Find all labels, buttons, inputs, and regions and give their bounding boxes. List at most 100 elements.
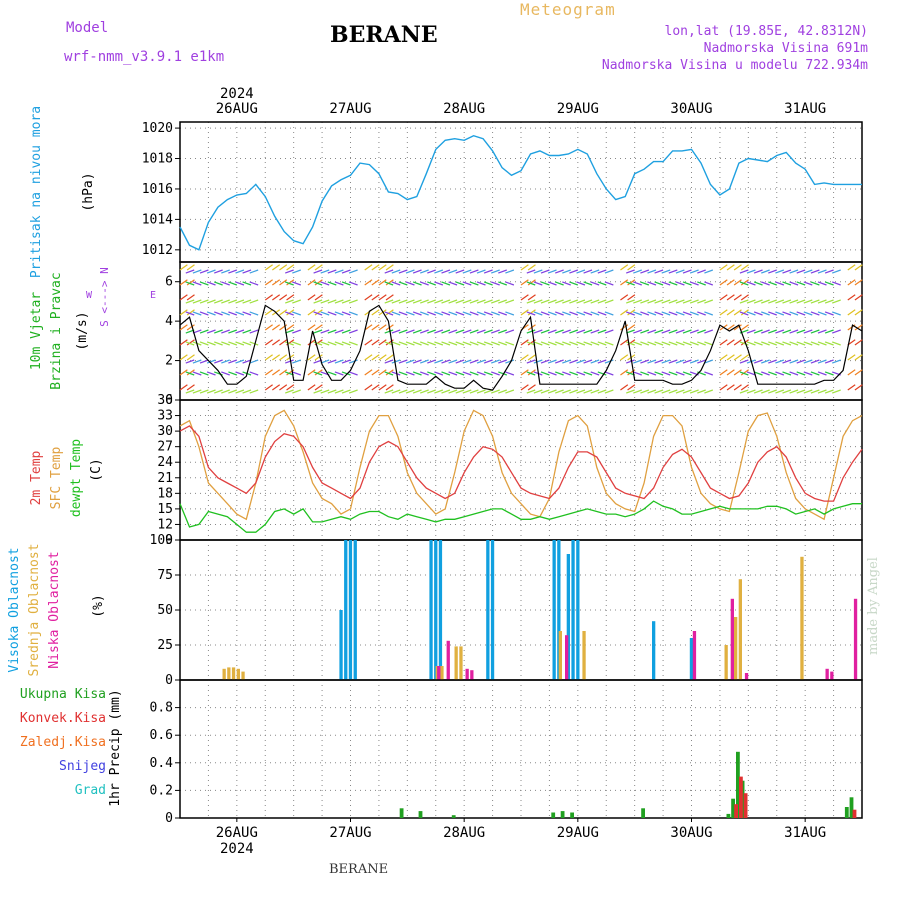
wind-barb [775, 341, 785, 346]
top-day-label: 26AUG [216, 101, 258, 117]
wind-barb [590, 269, 600, 274]
wind-barb [292, 269, 301, 274]
wind-barb [590, 341, 600, 346]
wind-barb [746, 371, 756, 376]
wind-ytick-label: 4 [165, 314, 173, 329]
wind-barb [334, 341, 344, 346]
wind-barb [647, 269, 657, 274]
wind-barb [682, 311, 692, 316]
wind-barb [697, 299, 706, 304]
wind-barb [412, 299, 422, 304]
wind-barb [213, 329, 223, 334]
wind-barb [647, 329, 657, 334]
wind-barb [682, 389, 692, 394]
wind-barb [391, 341, 401, 346]
wind-barb [490, 281, 500, 286]
wind-barb [341, 389, 351, 394]
wind-barb [498, 359, 507, 364]
wind-barb [213, 299, 223, 304]
wind-barb [625, 311, 635, 316]
wind-barb [526, 299, 536, 304]
wind-barb [242, 299, 252, 304]
wind-barb [455, 359, 465, 364]
wind-barb [789, 341, 799, 346]
wind-barb [768, 371, 777, 376]
wind-barb [760, 281, 770, 286]
wind-barb [307, 354, 316, 361]
wind-barb [704, 371, 714, 376]
wind-barb [547, 311, 557, 316]
wind-barb [740, 309, 749, 316]
wind-barb [427, 389, 436, 394]
wind-barb [768, 311, 777, 316]
wind-barb [371, 324, 380, 331]
wind-barb [348, 371, 358, 376]
wind-barb [576, 329, 586, 334]
wind-barb [569, 269, 579, 274]
sfc-temp-line [179, 409, 863, 521]
cloud-bar-2 [470, 670, 474, 680]
wind-barb [675, 299, 685, 304]
wind-barb [562, 359, 571, 364]
wind-barb [682, 329, 692, 334]
wind-barb [242, 341, 252, 346]
wind-barb [441, 389, 451, 394]
wind-barb [824, 359, 834, 364]
wind-barb [739, 341, 749, 346]
wind-compass-e: E [150, 290, 156, 301]
wind-barb [647, 341, 657, 346]
wind-barb [796, 299, 806, 304]
wind-barb [739, 281, 749, 286]
wind-barb [213, 311, 223, 316]
wind-barb [286, 264, 295, 271]
wind-barb [740, 354, 749, 361]
wind-barb [384, 311, 394, 316]
wind-barb [682, 281, 692, 286]
wind-barb [307, 309, 316, 316]
wind-barb [668, 329, 678, 334]
wind-barb [320, 329, 330, 334]
wind-barb [327, 299, 337, 304]
wind-barb [334, 281, 344, 286]
wind-barb [640, 311, 650, 316]
wind-barb [540, 281, 550, 286]
top-day-label: 30AUG [670, 101, 712, 117]
wind-barb [334, 299, 344, 304]
wind-barb [817, 341, 827, 346]
t2m-line [179, 425, 863, 502]
wind-barb [206, 359, 216, 364]
wind-barb [341, 371, 351, 376]
wind-barb [576, 359, 586, 364]
wind-barb [264, 384, 273, 391]
wind-barb [540, 389, 550, 394]
wind-barb [469, 311, 479, 316]
wind-barb [803, 311, 813, 316]
wind-barb [199, 329, 209, 334]
wind-barb [206, 311, 216, 316]
wind-barb [675, 281, 685, 286]
wind-barb [371, 369, 380, 376]
wind-barb [675, 341, 685, 346]
wind-barb [753, 311, 763, 316]
wind-barb [590, 281, 600, 286]
wind-barb [697, 389, 706, 394]
wind-barb [689, 341, 699, 346]
wind-barb [627, 264, 636, 271]
precip-bar-0 [399, 808, 404, 818]
wind-barb [307, 264, 316, 271]
wind-barb [782, 389, 792, 394]
wind-barb [490, 311, 500, 316]
wind-barb [640, 371, 650, 376]
top-day-label: 29AUG [557, 101, 599, 117]
cloud-bar-1 [227, 667, 231, 680]
wind-barb [740, 279, 749, 286]
cloud-bar-1 [222, 668, 226, 680]
wind-barb [249, 389, 259, 394]
wind-barb [760, 311, 770, 316]
wind-barb [810, 311, 820, 316]
wind-barb [554, 281, 564, 286]
wind-barb [554, 311, 564, 316]
wind-barb [371, 264, 380, 271]
wind-barb [597, 311, 607, 316]
wind-barb [661, 269, 671, 274]
